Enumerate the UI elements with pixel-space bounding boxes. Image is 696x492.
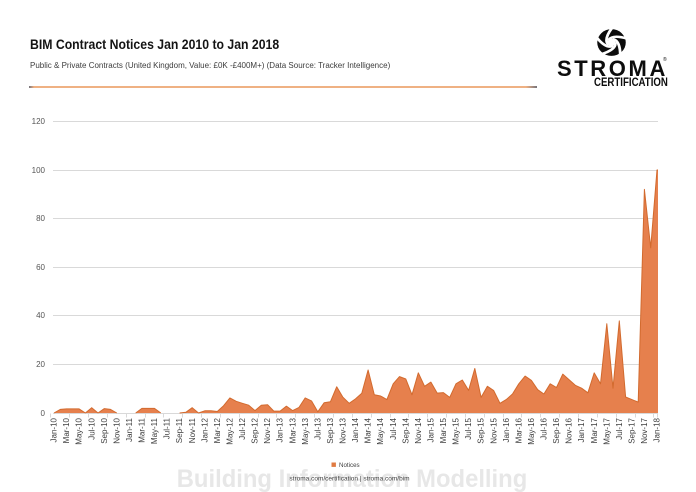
svg-text:80: 80	[36, 214, 45, 223]
svg-text:Sep-16: Sep-16	[552, 417, 561, 443]
svg-text:Sep-15: Sep-15	[477, 417, 486, 443]
svg-text:Nov-13: Nov-13	[339, 417, 348, 443]
svg-text:Jul-12: Jul-12	[238, 417, 247, 439]
svg-text:Mar-16: Mar-16	[514, 417, 523, 443]
svg-text:20: 20	[36, 360, 45, 369]
svg-text:Jan-13: Jan-13	[276, 417, 285, 442]
svg-text:Jan-11: Jan-11	[125, 417, 134, 441]
svg-text:Jul-15: Jul-15	[464, 417, 473, 439]
svg-text:100: 100	[32, 166, 46, 175]
svg-text:Nov-11: Nov-11	[188, 417, 197, 443]
svg-text:Mar-14: Mar-14	[364, 417, 373, 443]
svg-text:Jan-15: Jan-15	[427, 417, 436, 442]
svg-text:Nov-10: Nov-10	[112, 417, 121, 443]
svg-text:Mar-10: Mar-10	[62, 417, 71, 443]
svg-text:May-10: May-10	[75, 417, 84, 444]
svg-text:Jan-17: Jan-17	[577, 417, 586, 442]
svg-text:40: 40	[36, 311, 45, 320]
svg-text:Mar-11: Mar-11	[138, 417, 147, 442]
svg-text:Building Information Modelling: Building Information Modelling	[177, 466, 528, 492]
svg-text:Jul-17: Jul-17	[615, 417, 624, 439]
svg-text:Jan-14: Jan-14	[351, 417, 360, 442]
svg-text:Notices: Notices	[339, 462, 360, 469]
svg-text:Mar-17: Mar-17	[590, 417, 599, 443]
svg-text:Jul-10: Jul-10	[87, 417, 96, 439]
svg-text:Jul-14: Jul-14	[389, 417, 398, 439]
svg-text:Sep-13: Sep-13	[326, 417, 335, 443]
svg-text:May-13: May-13	[301, 417, 310, 444]
svg-text:Jul-11: Jul-11	[163, 417, 172, 439]
svg-text:May-15: May-15	[452, 417, 461, 444]
svg-text:Sep-10: Sep-10	[100, 417, 109, 443]
svg-text:May-11: May-11	[150, 417, 159, 444]
svg-text:May-14: May-14	[376, 417, 385, 444]
svg-text:stroma.com/certification | str: stroma.com/certification | stroma.com/bi…	[289, 476, 409, 483]
svg-text:Jan-12: Jan-12	[200, 417, 209, 442]
svg-text:60: 60	[36, 263, 45, 272]
svg-text:Jan-18: Jan-18	[653, 417, 662, 442]
svg-text:Mar-12: Mar-12	[213, 417, 222, 443]
svg-text:Sep-12: Sep-12	[251, 417, 260, 443]
svg-text:May-16: May-16	[527, 417, 536, 444]
svg-text:May-12: May-12	[226, 417, 235, 444]
svg-text:Mar-13: Mar-13	[288, 417, 297, 443]
svg-text:Nov-12: Nov-12	[263, 417, 272, 443]
svg-text:Nov-14: Nov-14	[414, 417, 423, 443]
svg-text:Sep-11: Sep-11	[175, 417, 184, 443]
svg-text:120: 120	[32, 117, 46, 126]
svg-text:Nov-17: Nov-17	[640, 417, 649, 443]
svg-text:Nov-15: Nov-15	[489, 417, 498, 443]
svg-text:May-17: May-17	[602, 417, 611, 444]
svg-text:Sep-17: Sep-17	[628, 417, 637, 443]
svg-text:Mar-15: Mar-15	[439, 417, 448, 443]
svg-text:Jan-10: Jan-10	[50, 417, 59, 442]
svg-text:Sep-14: Sep-14	[401, 417, 410, 443]
svg-text:Nov-16: Nov-16	[565, 417, 574, 443]
svg-text:Jan-16: Jan-16	[502, 417, 511, 442]
svg-text:Jul-13: Jul-13	[313, 417, 322, 439]
svg-text:Jul-16: Jul-16	[540, 417, 549, 439]
svg-text:0: 0	[41, 409, 46, 418]
